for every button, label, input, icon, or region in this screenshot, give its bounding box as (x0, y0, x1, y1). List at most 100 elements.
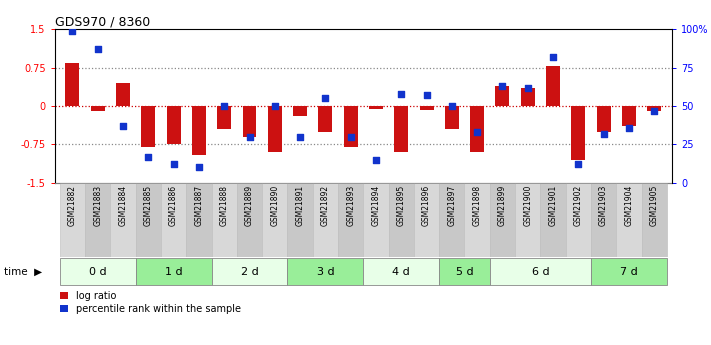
Point (294, 134, 306, 140)
Bar (268, 106, 282, 152)
Point (92, 47, 103, 52)
Bar (363, 183, 389, 257)
Text: GSM21900: GSM21900 (523, 185, 533, 226)
Text: GSM21893: GSM21893 (346, 185, 356, 226)
Point (117, 123, 129, 129)
Point (67, 28, 78, 33)
Point (143, 154, 154, 159)
Text: 7 d: 7 d (620, 267, 638, 277)
Text: GSM21886: GSM21886 (169, 185, 178, 226)
Bar (597, 106, 611, 132)
Bar (136, 183, 161, 257)
Text: GSM21892: GSM21892 (321, 185, 330, 226)
Bar (313, 183, 338, 257)
Bar (60, 183, 85, 257)
Bar (363, 258, 439, 285)
Bar (591, 183, 616, 257)
Bar (490, 258, 591, 285)
Bar (496, 86, 509, 106)
Bar (287, 258, 363, 285)
Bar (65, 62, 80, 106)
Bar (464, 183, 490, 257)
Bar (439, 258, 490, 285)
Bar (212, 258, 287, 285)
Text: GSM21898: GSM21898 (473, 185, 481, 226)
Text: GSM21896: GSM21896 (422, 185, 431, 226)
Bar (566, 183, 591, 257)
Bar (445, 106, 459, 129)
Bar (389, 183, 414, 257)
Text: GSM21901: GSM21901 (548, 185, 557, 226)
Bar (85, 183, 110, 257)
Text: 0 d: 0 d (89, 267, 107, 277)
Bar (622, 106, 636, 126)
Text: 5 d: 5 d (456, 267, 474, 277)
Text: GSM21905: GSM21905 (650, 185, 658, 226)
Text: GSM21902: GSM21902 (574, 185, 583, 226)
Point (522, 85, 533, 90)
Bar (439, 183, 464, 257)
Bar (343, 106, 358, 147)
Bar (515, 183, 540, 257)
Bar (591, 258, 667, 285)
Text: 2 d: 2 d (240, 267, 258, 277)
Point (244, 134, 255, 140)
Bar (212, 183, 237, 257)
Bar (616, 183, 641, 257)
Point (547, 54, 559, 60)
Bar (490, 183, 515, 257)
Point (648, 108, 660, 114)
Point (598, 131, 609, 137)
Point (269, 104, 280, 109)
Text: GSM21903: GSM21903 (599, 185, 608, 226)
Bar (470, 106, 484, 152)
Text: GDS970 / 8360: GDS970 / 8360 (55, 15, 150, 28)
Bar (60, 258, 136, 285)
Bar (91, 106, 105, 111)
Bar (540, 183, 566, 257)
Text: GSM21884: GSM21884 (119, 185, 127, 226)
Point (370, 157, 382, 162)
Text: GSM21889: GSM21889 (245, 185, 254, 226)
Bar (166, 106, 181, 145)
Point (497, 83, 508, 89)
Bar (242, 106, 257, 137)
Bar (520, 88, 535, 106)
Bar (647, 106, 661, 111)
Text: 4 d: 4 d (392, 267, 410, 277)
Text: GSM21887: GSM21887 (194, 185, 203, 226)
Text: GSM21897: GSM21897 (447, 185, 456, 226)
Bar (419, 106, 434, 110)
Text: GSM21890: GSM21890 (270, 185, 279, 226)
Text: GSM21883: GSM21883 (93, 185, 102, 226)
Point (572, 162, 584, 167)
Point (320, 96, 331, 101)
Text: 6 d: 6 d (532, 267, 549, 277)
Bar (641, 183, 667, 257)
Point (193, 165, 205, 170)
Bar (116, 83, 130, 106)
Text: GSM21894: GSM21894 (371, 185, 380, 226)
Text: GSM21885: GSM21885 (144, 185, 153, 226)
Point (471, 129, 483, 135)
Bar (572, 106, 585, 160)
Text: GSM21895: GSM21895 (397, 185, 406, 226)
Text: GSM21899: GSM21899 (498, 185, 507, 226)
Bar (369, 106, 383, 109)
Bar (414, 183, 439, 257)
Bar (338, 183, 363, 257)
Bar (161, 183, 186, 257)
Bar (218, 106, 231, 129)
Bar (141, 106, 155, 147)
Text: GSM21882: GSM21882 (68, 185, 77, 226)
Bar (192, 106, 206, 155)
Text: GSM21888: GSM21888 (220, 185, 229, 226)
Bar (546, 66, 560, 106)
Text: GSM21891: GSM21891 (296, 185, 304, 226)
Bar (110, 183, 136, 257)
Bar (287, 183, 313, 257)
Point (624, 125, 635, 130)
Bar (136, 258, 212, 285)
Bar (186, 183, 212, 257)
Bar (262, 183, 287, 257)
